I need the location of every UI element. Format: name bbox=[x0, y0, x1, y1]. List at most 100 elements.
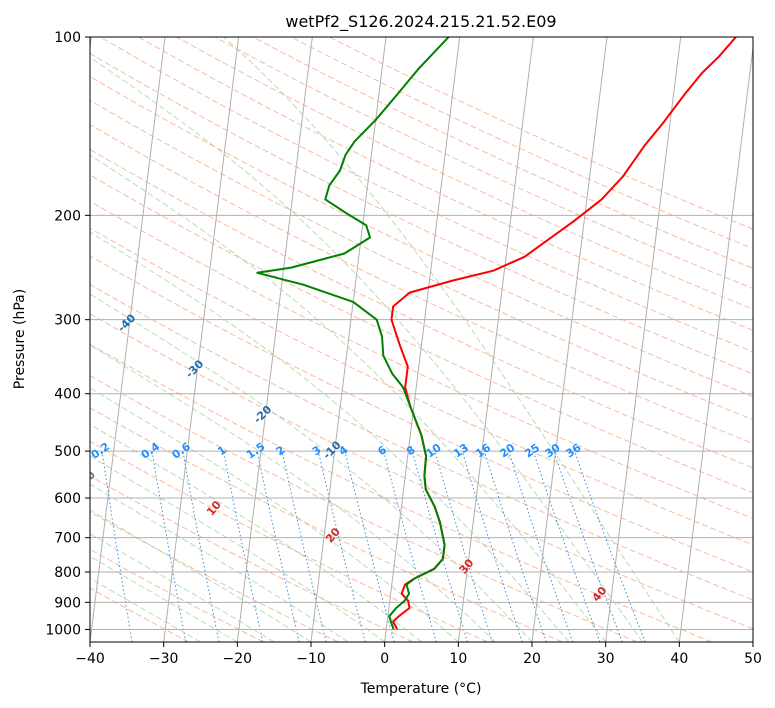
moist-adiabat-line bbox=[90, 555, 238, 642]
mixing-ratio-label: 0.4 bbox=[139, 440, 163, 462]
isotherm-line bbox=[310, 37, 387, 642]
mixing-ratio-line bbox=[256, 450, 300, 642]
dry-adiabat-line bbox=[90, 227, 753, 546]
x-tick-label: 30 bbox=[597, 651, 615, 667]
isotherm-labels: -100-90-80-70-60-50-40-30-20-10 bbox=[47, 266, 344, 462]
dry-adiabat-labels: 0 10 20 30 40 bbox=[83, 468, 610, 604]
dry-adiabat-line bbox=[90, 200, 753, 520]
dewpoint-line bbox=[256, 37, 450, 630]
mixing-ratio-line bbox=[483, 450, 547, 642]
moist-adiabat-line bbox=[90, 455, 385, 642]
moist-adiabat-line bbox=[90, 344, 496, 642]
dry-adiabat-line bbox=[252, 37, 753, 269]
mixing-ratio-label: 36 bbox=[563, 441, 583, 461]
mixing-ratio-line bbox=[151, 451, 187, 642]
moist-adiabat-line bbox=[90, 293, 533, 642]
moist-adiabat-line bbox=[90, 423, 422, 642]
isotherm-line bbox=[236, 37, 313, 642]
x-tick-label: −10 bbox=[296, 651, 326, 667]
mixing-ratio-line bbox=[434, 450, 493, 642]
x-tick-label: 20 bbox=[523, 651, 541, 667]
isotherm-line bbox=[531, 37, 608, 642]
isotherm-line bbox=[752, 637, 753, 642]
dry-adiabat-line bbox=[90, 440, 488, 642]
dry-adiabat-line bbox=[214, 37, 753, 290]
dry-adiabat-line bbox=[90, 76, 753, 398]
isotherm-label: -20 bbox=[251, 403, 274, 426]
dry-adiabat-label: 10 bbox=[204, 498, 224, 518]
y-tick-label: 100 bbox=[54, 30, 81, 46]
dry-adiabat-line bbox=[90, 407, 563, 642]
profile-series bbox=[256, 37, 737, 630]
isotherms bbox=[90, 37, 753, 642]
isotherm-line bbox=[90, 37, 166, 642]
moist-adiabat-line bbox=[90, 577, 201, 642]
dry-adiabat-line bbox=[99, 37, 753, 353]
dry-adiabat-line bbox=[90, 374, 638, 642]
x-tick-label: −30 bbox=[149, 651, 179, 667]
mixing-ratio-line bbox=[461, 450, 523, 642]
mixing-ratio-line bbox=[223, 451, 264, 642]
moist-adiabat-line bbox=[90, 533, 275, 642]
mixing-ratio-label: 25 bbox=[522, 441, 542, 460]
dry-adiabat-line bbox=[90, 475, 414, 642]
mixing-ratio-line bbox=[508, 450, 574, 642]
mixing-ratio-label: 13 bbox=[451, 441, 471, 460]
mixing-ratio-label: 16 bbox=[473, 441, 493, 461]
mixing-ratio-line bbox=[532, 450, 601, 642]
dry-adiabat-line bbox=[90, 548, 264, 642]
x-axis-ticks: −40 −30 −20 −10 0 10 20 30 40 50 bbox=[75, 642, 762, 667]
dry-adiabat-label: 30 bbox=[457, 556, 477, 576]
moist-adiabat-line bbox=[223, 37, 680, 642]
dry-adiabat-line bbox=[90, 343, 712, 642]
moist-adiabat-line bbox=[90, 387, 459, 642]
x-tick-label: 10 bbox=[449, 651, 467, 667]
isotherm-line bbox=[678, 43, 753, 642]
y-tick-label: 700 bbox=[54, 531, 81, 547]
dry-adiabats bbox=[90, 37, 753, 642]
dry-adiabat-line bbox=[90, 313, 753, 630]
x-tick-label: −40 bbox=[75, 651, 105, 667]
x-tick-label: 0 bbox=[380, 651, 389, 667]
moist-adiabats bbox=[90, 37, 680, 642]
mixing-ratio-line bbox=[281, 450, 327, 642]
chart-title: wetPf2_S126.2024.215.21.52.E09 bbox=[285, 12, 556, 32]
moist-adiabat-line bbox=[90, 154, 607, 642]
y-tick-label: 300 bbox=[54, 313, 81, 329]
dry-adiabat-label: 40 bbox=[590, 584, 610, 604]
dry-adiabat-line bbox=[138, 37, 753, 331]
plot-area: -100-90-80-70-60-50-40-30-20-10 0.10.20.… bbox=[47, 37, 753, 642]
mixing-ratio-line bbox=[574, 450, 646, 642]
plot-frame bbox=[89, 36, 754, 643]
isotherm-label: -50 bbox=[47, 266, 70, 289]
temperature-line bbox=[390, 37, 737, 630]
moist-adiabat-line bbox=[90, 56, 643, 642]
moist-adiabat-line bbox=[90, 483, 349, 642]
isotherm-line bbox=[605, 37, 682, 642]
dry-adiabat-line bbox=[90, 52, 753, 375]
mixing-ratio-line bbox=[317, 450, 366, 642]
y-tick-label: 900 bbox=[54, 595, 81, 611]
mixing-ratio-line bbox=[553, 450, 623, 642]
dry-adiabat-line bbox=[90, 174, 753, 494]
y-tick-label: 400 bbox=[54, 387, 81, 403]
x-tick-label: 40 bbox=[670, 651, 688, 667]
dry-adiabat-line bbox=[90, 283, 753, 601]
isotherm-line bbox=[163, 37, 240, 642]
dry-adiabat-line bbox=[90, 255, 753, 573]
isotherm-line bbox=[457, 37, 534, 642]
y-tick-label: 500 bbox=[54, 444, 81, 460]
mixing-ratio-line bbox=[383, 450, 437, 642]
y-tick-label: 200 bbox=[54, 208, 81, 224]
mixing-ratio-line bbox=[411, 450, 468, 642]
mixing-ratio-line bbox=[182, 451, 220, 642]
y-tick-label: 800 bbox=[54, 565, 81, 581]
dry-adiabat-label: 20 bbox=[323, 525, 343, 545]
dry-adiabat-label: 0 bbox=[83, 468, 98, 482]
mixing-ratio-lines bbox=[101, 450, 646, 642]
isotherm-label: -40 bbox=[115, 311, 138, 334]
x-tick-label: 50 bbox=[744, 651, 762, 667]
isotherm-label: -30 bbox=[183, 357, 206, 380]
x-axis-label: Temperature (°C) bbox=[360, 681, 482, 697]
